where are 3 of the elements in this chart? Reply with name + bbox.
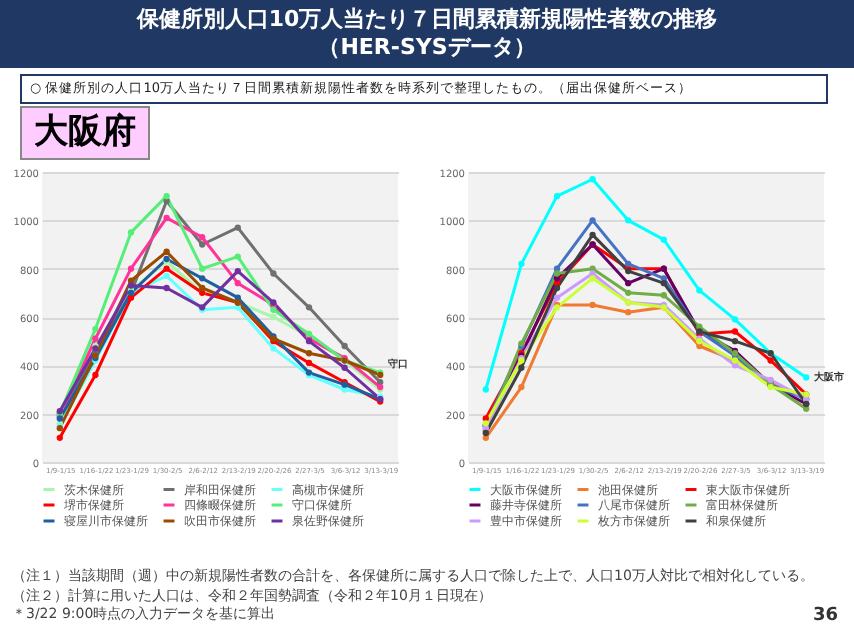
- text: 大阪府: [20, 106, 150, 160]
- chart-title: 保健所別人口10万人当たり７日間累積新規陽性者数の推移（HER-SYSデータ）: [134, 6, 720, 62]
- text: 36: [812, 606, 838, 626]
